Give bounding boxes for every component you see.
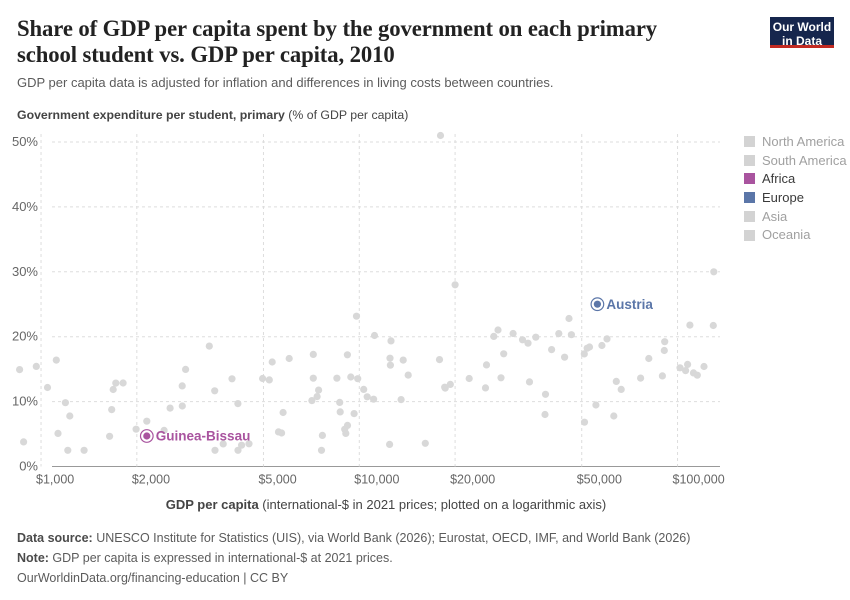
svg-text:$50,000: $50,000 xyxy=(577,473,622,487)
svg-text:30%: 30% xyxy=(12,264,38,279)
svg-text:$20,000: $20,000 xyxy=(450,473,495,487)
svg-text:0%: 0% xyxy=(19,459,38,474)
svg-text:10%: 10% xyxy=(12,394,38,409)
svg-text:$1,000: $1,000 xyxy=(36,473,74,487)
svg-text:Guinea-Bissau: Guinea-Bissau xyxy=(156,429,251,444)
svg-text:$10,000: $10,000 xyxy=(354,473,399,487)
svg-text:40%: 40% xyxy=(12,199,38,214)
svg-text:$100,000: $100,000 xyxy=(673,473,725,487)
svg-text:20%: 20% xyxy=(12,329,38,344)
svg-text:$2,000: $2,000 xyxy=(132,473,170,487)
svg-text:$5,000: $5,000 xyxy=(258,473,296,487)
svg-text:Austria: Austria xyxy=(606,297,653,312)
svg-text:50%: 50% xyxy=(12,134,38,149)
